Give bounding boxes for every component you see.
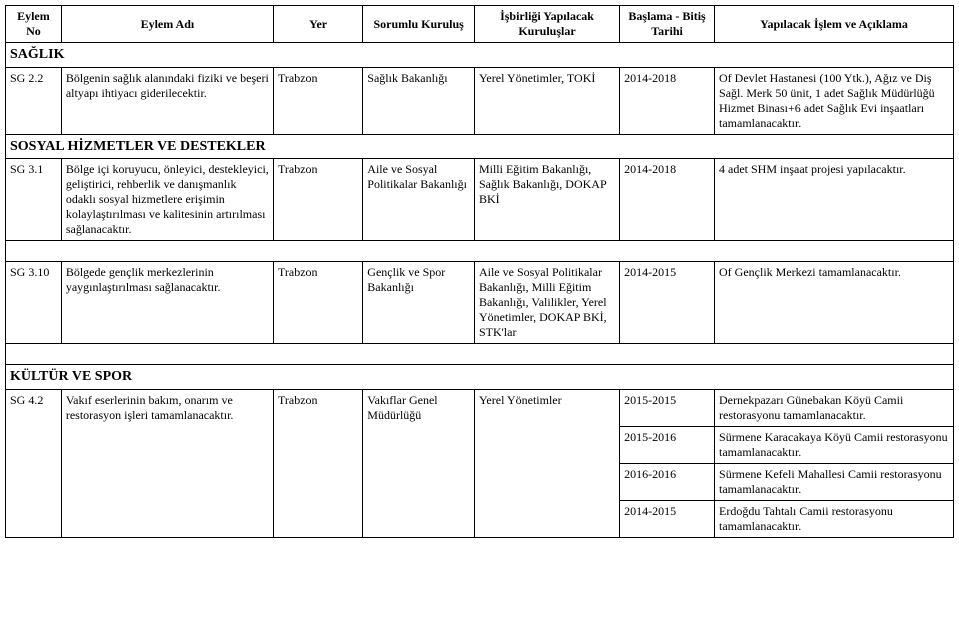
cell-yer: Trabzon xyxy=(273,262,362,344)
cell-sorumlu: Vakıflar Genel Müdürlüğü xyxy=(363,389,475,537)
cell-sorumlu: Sağlık Bakanlığı xyxy=(363,67,475,134)
cell-yer: Trabzon xyxy=(273,67,362,134)
col-aciklama: Yapılacak İşlem ve Açıklama xyxy=(715,6,954,43)
cell-aciklama: Sürmene Kefeli Mahallesi Camii restorasy… xyxy=(715,463,954,500)
spacer-row xyxy=(6,241,954,262)
cell-aciklama: Of Devlet Hastanesi (100 Ytk.), Ağız ve … xyxy=(715,67,954,134)
row-sg42-1: SG 4.2 Vakıf eserlerinin bakım, onarım v… xyxy=(6,389,954,426)
cell-no: SG 3.10 xyxy=(6,262,62,344)
cell-ad: Bölgede gençlik merkezlerinin yaygınlaşt… xyxy=(61,262,273,344)
cell-tarih: 2014-2015 xyxy=(620,500,715,537)
cell-no: SG 2.2 xyxy=(6,67,62,134)
section-title-saglik: SAĞLIK xyxy=(6,43,954,68)
cell-tarih: 2014-2018 xyxy=(620,67,715,134)
table-header-row: Eylem No Eylem Adı Yer Sorumlu Kuruluş İ… xyxy=(6,6,954,43)
cell-no: SG 3.1 xyxy=(6,159,62,241)
action-plan-table: Eylem No Eylem Adı Yer Sorumlu Kuruluş İ… xyxy=(5,5,954,538)
cell-yer: Trabzon xyxy=(273,159,362,241)
cell-no: SG 4.2 xyxy=(6,389,62,537)
cell-sorumlu: Gençlik ve Spor Bakanlığı xyxy=(363,262,475,344)
row-sg22: SG 2.2 Bölgenin sağlık alanındaki fiziki… xyxy=(6,67,954,134)
cell-isbirligi: Aile ve Sosyal Politikalar Bakanlığı, Mi… xyxy=(474,262,619,344)
cell-aciklama: Sürmene Karacakaya Köyü Camii restorasyo… xyxy=(715,426,954,463)
cell-sorumlu: Aile ve Sosyal Politikalar Bakanlığı xyxy=(363,159,475,241)
cell-aciklama: 4 adet SHM inşaat projesi yapılacaktır. xyxy=(715,159,954,241)
cell-tarih: 2015-2016 xyxy=(620,426,715,463)
col-eylem-no: Eylem No xyxy=(6,6,62,43)
cell-aciklama: Dernekpazarı Günebakan Köyü Camii restor… xyxy=(715,389,954,426)
cell-yer: Trabzon xyxy=(273,389,362,537)
cell-aciklama: Erdoğdu Tahtalı Camii restorasyonu tamam… xyxy=(715,500,954,537)
section-sosyal: SOSYAL HİZMETLER VE DESTEKLER xyxy=(6,134,954,159)
cell-tarih: 2014-2018 xyxy=(620,159,715,241)
cell-tarih: 2016-2016 xyxy=(620,463,715,500)
col-tarih: Başlama - Bitiş Tarihi xyxy=(620,6,715,43)
cell-tarih: 2014-2015 xyxy=(620,262,715,344)
row-sg310: SG 3.10 Bölgede gençlik merkezlerinin ya… xyxy=(6,262,954,344)
cell-isbirligi: Yerel Yönetimler, TOKİ xyxy=(474,67,619,134)
cell-aciklama: Of Gençlik Merkezi tamamlanacaktır. xyxy=(715,262,954,344)
cell-ad: Bölge içi koruyucu, önleyici, destekleyi… xyxy=(61,159,273,241)
section-title-sosyal: SOSYAL HİZMETLER VE DESTEKLER xyxy=(6,134,954,159)
cell-isbirligi: Milli Eğitim Bakanlığı, Sağlık Bakanlığı… xyxy=(474,159,619,241)
cell-ad: Bölgenin sağlık alanındaki fiziki ve beş… xyxy=(61,67,273,134)
col-sorumlu: Sorumlu Kuruluş xyxy=(363,6,475,43)
col-yer: Yer xyxy=(273,6,362,43)
col-isbirligi: İşbirliği Yapılacak Kuruluşlar xyxy=(474,6,619,43)
section-kultur: KÜLTÜR VE SPOR xyxy=(6,365,954,390)
spacer-row xyxy=(6,344,954,365)
cell-tarih: 2015-2015 xyxy=(620,389,715,426)
col-eylem-adi: Eylem Adı xyxy=(61,6,273,43)
row-sg31: SG 3.1 Bölge içi koruyucu, önleyici, des… xyxy=(6,159,954,241)
section-title-kultur: KÜLTÜR VE SPOR xyxy=(6,365,954,390)
cell-isbirligi: Yerel Yönetimler xyxy=(474,389,619,537)
cell-ad: Vakıf eserlerinin bakım, onarım ve resto… xyxy=(61,389,273,537)
section-saglik: SAĞLIK xyxy=(6,43,954,68)
